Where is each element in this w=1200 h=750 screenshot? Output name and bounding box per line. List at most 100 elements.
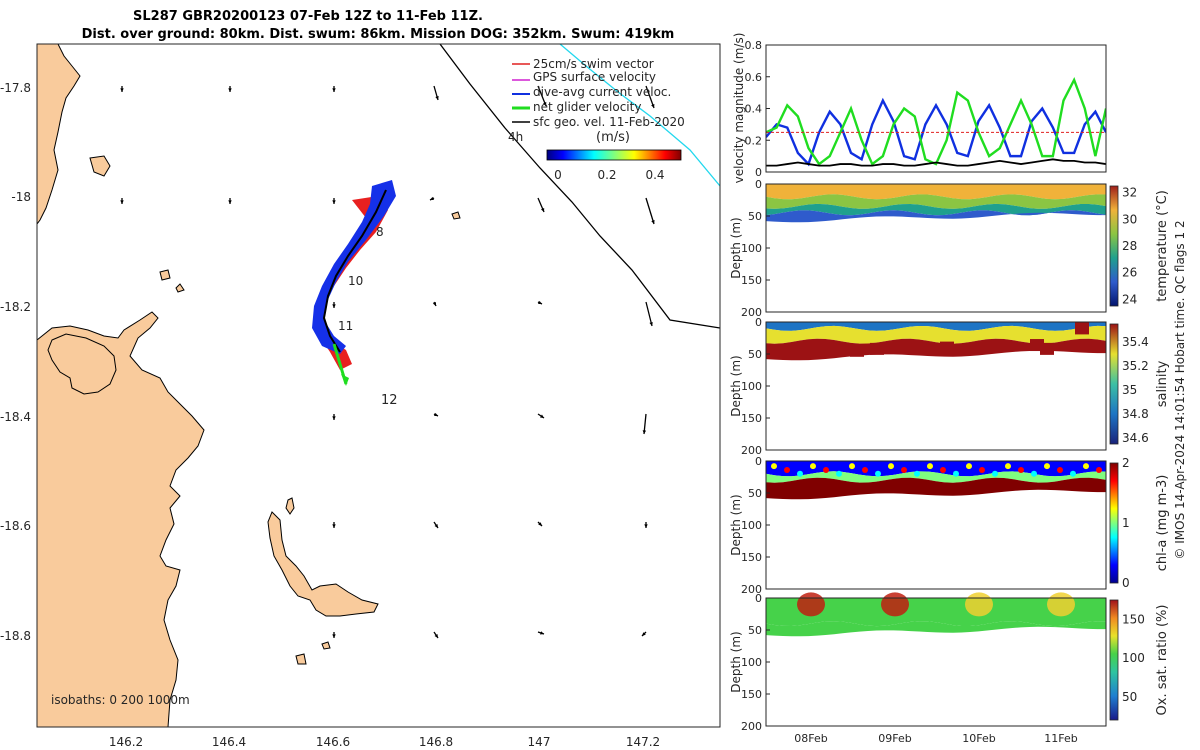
geo-arrow-head (332, 634, 336, 638)
x-tick-09feb: 09Feb (878, 732, 911, 745)
chla-dot (888, 463, 894, 470)
colorbar-temperature (1109, 185, 1119, 307)
chla-dot (1083, 463, 1089, 470)
series-dive-avg-current-veloc- (766, 97, 1106, 167)
colorbar-salinity (1109, 323, 1119, 445)
geo-arrow-head (540, 631, 544, 635)
x-tick-11feb: 11Feb (1044, 732, 1077, 745)
depth-tick-label: 0 (755, 178, 762, 191)
depth-tick-label: 0 (755, 455, 762, 468)
depth-tick-label: 200 (741, 444, 762, 457)
colorbar-tick-label: 28 (1122, 239, 1137, 253)
geo-arrow (645, 197, 655, 225)
islet-1 (89, 155, 111, 177)
geo-arrow-head (543, 102, 547, 106)
depth-tick-label: 100 (741, 656, 762, 669)
chla-dot (875, 470, 881, 477)
profile-layer (766, 184, 1106, 200)
map-frame (36, 43, 721, 728)
legend-gps-velocity: GPS surface velocity (533, 70, 656, 84)
geo-arrow-head (120, 88, 124, 92)
depth-ylabel: Depth (m) (729, 355, 743, 416)
colorbar-tick-label: 24 (1122, 292, 1137, 306)
map-colorbar-tick-1: 0.2 (597, 168, 616, 182)
geo-arrow-head (228, 88, 232, 92)
colorbar-label-temperature: temperature (°C) (1155, 190, 1170, 302)
chla-dot (1005, 463, 1011, 470)
map-x-tick-147: 147 (528, 735, 551, 749)
time-step-label: 4h (508, 130, 523, 144)
depth-tick-label: 50 (748, 210, 762, 223)
depth-tick-label: 50 (748, 348, 762, 361)
legend-geo-velocity: sfc geo. vel. 11-Feb-2020 (533, 115, 685, 129)
legend-current-velocity: dive-avg current veloc. (533, 85, 671, 99)
geo-arrow-head (435, 96, 439, 100)
geo-arrow-head (432, 302, 436, 306)
velocity-ytick-label: 0.2 (745, 134, 763, 147)
colorbar-tick-label: 2 (1122, 456, 1130, 470)
velocity-series (766, 76, 1106, 167)
colorbar-tick-label: 100 (1122, 651, 1145, 665)
geo-arrow-head (332, 304, 336, 308)
salinity-patch (1075, 322, 1089, 335)
map-y-tick-18-4: -18.4 (0, 410, 31, 424)
profile-layer (766, 210, 1106, 223)
velocity-ytick-label: 0.4 (745, 103, 763, 116)
legend-swim-vector: 25cm/s swim vector (533, 57, 654, 71)
map-y-tick-18-6: -18.6 (0, 519, 31, 533)
track-label-8: 8 (376, 225, 384, 239)
depth-tick-label: 100 (741, 380, 762, 393)
chla-dot (1044, 463, 1050, 470)
track-label-10: 10 (348, 274, 363, 288)
depth-tick-label: 200 (741, 720, 762, 733)
geo-arrow-head (649, 322, 653, 326)
geo-arrow-head (120, 200, 124, 204)
colorbar-label-salinity: salinity (1155, 360, 1170, 407)
colorbar-tick-label: 50 (1122, 690, 1137, 704)
isobath-1000m (439, 44, 720, 329)
chla-dot (784, 466, 790, 473)
profile-layer (766, 471, 1106, 483)
profile-layer (766, 325, 1106, 344)
map-y-tick-17-8: -17.8 (0, 81, 31, 95)
depth-tick-label: 150 (741, 688, 762, 701)
velocity-axes-bg (766, 45, 1106, 172)
islet-6 (175, 283, 185, 293)
map-colorbar (546, 149, 682, 161)
depth-tick-label: 100 (741, 242, 762, 255)
map-y-tick-18-8: -18.8 (0, 629, 31, 643)
palm-island-1 (267, 511, 379, 617)
velocity-ytick-label: 0.8 (745, 39, 763, 52)
salinity-patch (940, 341, 954, 354)
x-tick-10feb: 10Feb (962, 732, 995, 745)
colorbar-chla (1109, 462, 1119, 584)
geo-arrow-head (332, 200, 336, 204)
oxygen-peak (797, 592, 825, 617)
depth-tick-label: 0 (755, 592, 762, 605)
chla-dot (966, 463, 972, 470)
depth-ylabel: Depth (m) (729, 494, 743, 555)
depth-tick-label: 150 (741, 274, 762, 287)
colorbar-tick-label: 1 (1122, 516, 1130, 530)
series-net-glider-velocity (766, 76, 1106, 166)
map-colorbar-tick-2: 0.4 (645, 168, 664, 182)
chla-dot (927, 463, 933, 470)
chla-dot (823, 466, 829, 473)
legend-net-velocity: net glider velocity (533, 100, 641, 114)
map-colorbar-tick-0: 0 (554, 168, 562, 182)
chla-dot (1096, 466, 1102, 473)
mainland-south (37, 311, 205, 727)
geo-arrow-head (538, 300, 542, 304)
depth-tick-label: 50 (748, 487, 762, 500)
velocity-ytick-label: 0 (755, 166, 762, 179)
oxygen-peak (1047, 592, 1075, 617)
colorbar-tick-label: 26 (1122, 266, 1137, 280)
profile-layer (766, 598, 1106, 627)
chla-dot (914, 470, 920, 477)
salinity-patch (870, 342, 884, 355)
map-x-axis: 146.2 146.4 146.6 146.8 147 147.2 (109, 735, 660, 749)
depth-tick-label: 200 (741, 306, 762, 319)
velocity-ylabel: velocity magnitude (m/s) (732, 33, 746, 184)
